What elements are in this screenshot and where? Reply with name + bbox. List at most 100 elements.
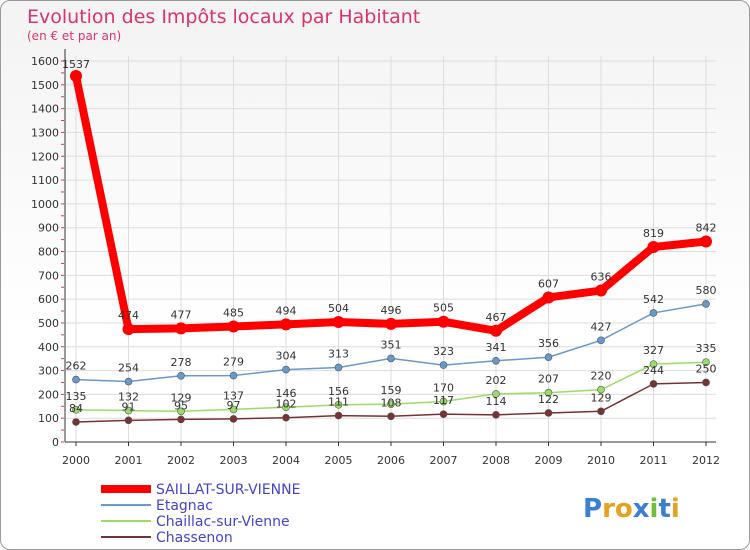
legend-label: Chaillac-sur-Vienne: [156, 514, 290, 530]
data-label: 84: [69, 402, 83, 415]
x-tick-label: 2008: [482, 454, 510, 467]
data-point: [282, 403, 290, 412]
data-point: [227, 320, 240, 333]
data-label: 327: [643, 344, 664, 357]
data-label: 262: [66, 360, 87, 373]
data-point: [334, 411, 343, 420]
logo-letter: P: [583, 494, 602, 524]
x-tick-label: 2010: [587, 454, 615, 467]
x-tick-label: 2011: [640, 454, 668, 467]
data-label: 135: [66, 390, 87, 403]
data-label: 129: [171, 391, 192, 404]
data-label: 159: [381, 384, 402, 397]
logo-letter: i: [671, 494, 680, 524]
y-tick-label: 900: [38, 222, 59, 235]
data-point: [492, 390, 500, 398]
series: [70, 70, 712, 426]
data-label: 607: [538, 277, 559, 290]
data-label: 137: [223, 389, 244, 402]
y-tick-label: 1600: [31, 55, 59, 68]
data-point: [124, 416, 133, 425]
data-point: [177, 407, 185, 416]
x-tick-label: 2012: [692, 454, 720, 467]
y-tick-label: 100: [38, 412, 59, 425]
data-point: [490, 324, 502, 337]
data-label: 496: [381, 304, 402, 317]
data-label: 207: [538, 373, 559, 386]
data-point: [387, 354, 395, 363]
data-label: 474: [118, 309, 139, 322]
data-label: 97: [227, 399, 241, 412]
data-label: 341: [486, 341, 507, 354]
data-point: [72, 375, 80, 384]
x-tick-label: 2005: [325, 454, 353, 467]
data-label: 111: [328, 396, 349, 409]
data-point: [649, 360, 658, 368]
x-tick-label: 2009: [535, 454, 563, 467]
data-label: 250: [696, 362, 717, 375]
proxiti-logo: Proxiti: [583, 494, 680, 524]
logo-letter: i: [650, 494, 659, 524]
y-tick-label: 1200: [31, 150, 59, 163]
data-label: 356: [538, 337, 559, 350]
data-label: 146: [276, 387, 297, 400]
data-point: [597, 336, 605, 345]
x-tick-label: 2001: [115, 454, 143, 467]
data-label: 1537: [62, 58, 90, 71]
data-point: [124, 406, 133, 415]
chart-title: Evolution des Impôts locaux par Habitant: [27, 6, 420, 28]
data-point: [439, 410, 448, 418]
data-point: [124, 377, 133, 386]
data-point: [595, 284, 607, 297]
x-tick-label: 2000: [62, 454, 90, 467]
y-tick-label: 200: [38, 388, 59, 401]
y-tick-label: 1000: [31, 198, 59, 211]
data-point: [647, 240, 660, 253]
data-label: 129: [591, 391, 612, 404]
x-tick-label: 2007: [430, 454, 458, 467]
legend-label: Chassenon: [156, 530, 233, 546]
data-point: [702, 378, 710, 387]
data-label: 278: [171, 356, 192, 369]
data-label: 254: [118, 362, 139, 375]
data-label: 170: [433, 382, 454, 395]
data-point: [439, 397, 448, 406]
y-tick-label: 300: [38, 365, 59, 378]
data-point: [72, 406, 80, 414]
data-point: [280, 318, 292, 331]
data-point: [544, 353, 553, 362]
data-label: 485: [223, 307, 244, 320]
data-label: 132: [118, 391, 139, 404]
data-label: 494: [276, 304, 297, 317]
logo-letter: o: [615, 494, 633, 524]
data-label: 244: [643, 364, 664, 377]
data-point: [334, 363, 343, 372]
data-label: 505: [433, 302, 454, 315]
data-label: 819: [643, 227, 664, 240]
data-point: [597, 407, 605, 416]
data-point: [649, 309, 658, 317]
legend-label: Etagnac: [156, 498, 213, 514]
x-tick-label: 2002: [167, 454, 195, 467]
data-label: 842: [696, 221, 717, 234]
x-tick-label: 2003: [220, 454, 248, 467]
data-label: 427: [591, 320, 612, 333]
data-label: 117: [433, 394, 454, 407]
data-point: [702, 358, 710, 367]
chart-subtitle: (en € et par an): [27, 29, 121, 43]
y-tick-label: 1100: [31, 174, 59, 187]
data-label: 279: [223, 356, 244, 369]
legend: SAILLAT-SUR-VIENNEEtagnacChaillac-sur-Vi…: [101, 482, 300, 546]
data-point: [542, 291, 555, 304]
logo-letter: t: [658, 494, 670, 524]
axes: 0 100 200 300 400 500 600 700 800 900 1000 1100 1200…: [31, 49, 720, 467]
logo-letter: r: [602, 494, 615, 524]
data-point: [492, 356, 500, 365]
x-tick-label: 2006: [377, 454, 405, 467]
data-point: [229, 415, 238, 423]
data-point: [492, 411, 500, 419]
data-point: [282, 365, 290, 374]
data-label: 102: [276, 398, 297, 411]
